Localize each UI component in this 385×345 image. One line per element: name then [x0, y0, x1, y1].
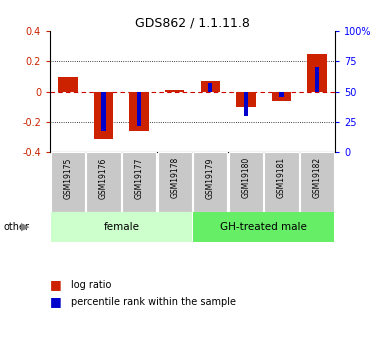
Text: GSM19175: GSM19175 [64, 157, 72, 199]
Bar [236, 92, 256, 107]
Bar [58, 77, 78, 92]
Bar [193, 152, 228, 212]
Bar [272, 92, 291, 101]
Bar [165, 90, 184, 92]
Text: GSM19178: GSM19178 [170, 157, 179, 198]
Text: GSM19180: GSM19180 [241, 157, 250, 198]
Bar [129, 92, 149, 131]
Text: GSM19181: GSM19181 [277, 157, 286, 198]
Text: GH-treated male: GH-treated male [220, 221, 307, 231]
Bar [264, 152, 299, 212]
Text: ▶: ▶ [21, 221, 29, 231]
Text: GSM19179: GSM19179 [206, 157, 215, 199]
Bar [101, 92, 105, 131]
Bar [122, 152, 156, 212]
Bar [300, 152, 334, 212]
Bar [51, 212, 192, 241]
Text: percentile rank within the sample: percentile rank within the sample [71, 297, 236, 307]
Text: other: other [4, 221, 30, 231]
Bar [229, 152, 263, 212]
Text: female: female [103, 221, 139, 231]
Bar [86, 152, 121, 212]
Text: log ratio: log ratio [71, 280, 112, 289]
Title: GDS862 / 1.1.11.8: GDS862 / 1.1.11.8 [135, 17, 250, 30]
Bar [137, 92, 141, 126]
Text: GSM19182: GSM19182 [313, 157, 321, 198]
Text: ■: ■ [50, 295, 62, 308]
Bar [94, 92, 113, 139]
Text: ■: ■ [50, 278, 62, 291]
Bar [193, 212, 334, 241]
Bar [244, 92, 248, 116]
Bar [201, 81, 220, 92]
Bar [208, 83, 213, 92]
Text: GSM19177: GSM19177 [135, 157, 144, 199]
Bar [307, 54, 327, 92]
Text: GSM19176: GSM19176 [99, 157, 108, 199]
Bar [315, 68, 319, 92]
Bar [280, 92, 284, 97]
Bar [51, 152, 85, 212]
Bar [157, 152, 192, 212]
